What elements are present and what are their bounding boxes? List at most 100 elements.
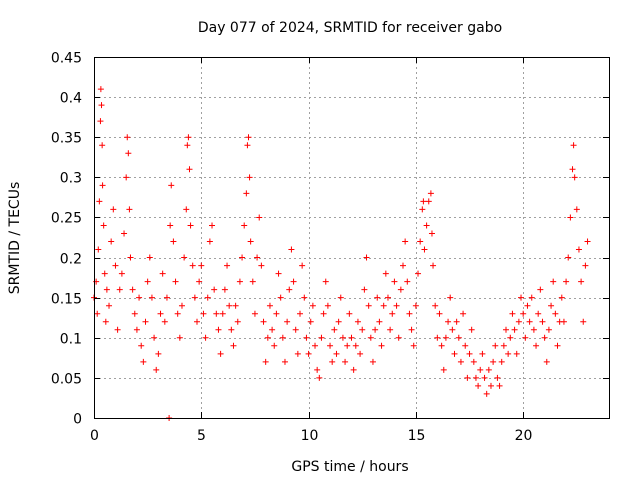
data-point bbox=[241, 222, 248, 229]
data-point bbox=[211, 286, 218, 293]
data-points bbox=[91, 86, 591, 421]
data-point bbox=[384, 294, 391, 301]
data-point bbox=[344, 342, 351, 349]
data-point bbox=[187, 222, 194, 229]
data-point bbox=[172, 278, 179, 285]
data-point bbox=[273, 310, 280, 317]
data-point bbox=[136, 294, 143, 301]
data-point bbox=[453, 318, 460, 325]
data-point bbox=[442, 334, 449, 341]
data-point bbox=[114, 326, 121, 333]
data-point bbox=[500, 342, 507, 349]
data-point bbox=[312, 342, 319, 349]
data-point bbox=[297, 310, 303, 317]
data-point bbox=[552, 310, 559, 317]
data-point bbox=[507, 334, 514, 341]
data-point bbox=[307, 318, 314, 325]
data-point bbox=[108, 238, 115, 245]
data-point bbox=[432, 302, 439, 309]
data-point bbox=[545, 326, 552, 333]
data-point bbox=[496, 382, 503, 389]
data-point bbox=[361, 286, 368, 293]
data-point bbox=[509, 310, 516, 317]
data-point bbox=[400, 262, 406, 269]
y-tick-label: 0.3 bbox=[60, 171, 82, 187]
data-point bbox=[264, 334, 271, 341]
data-point bbox=[170, 238, 177, 245]
data-point bbox=[221, 286, 228, 293]
data-point bbox=[333, 350, 340, 357]
data-point bbox=[420, 198, 427, 205]
data-point bbox=[209, 222, 216, 229]
data-point bbox=[455, 334, 462, 341]
data-point bbox=[303, 334, 310, 341]
data-point bbox=[159, 270, 166, 277]
data-point bbox=[477, 366, 484, 373]
data-point bbox=[535, 310, 542, 317]
data-point bbox=[539, 318, 546, 325]
data-point bbox=[483, 390, 490, 397]
data-point bbox=[106, 302, 113, 309]
data-point bbox=[369, 358, 376, 365]
x-tick-label: 10 bbox=[301, 428, 319, 444]
data-point bbox=[185, 134, 192, 141]
data-point bbox=[200, 310, 207, 317]
data-point bbox=[123, 174, 130, 181]
y-tick-label: 0 bbox=[73, 412, 82, 428]
data-point bbox=[277, 294, 284, 301]
data-point bbox=[391, 278, 398, 285]
data-point bbox=[131, 310, 138, 317]
data-point bbox=[138, 342, 145, 349]
data-point bbox=[479, 350, 486, 357]
y-tick-labels: 0 0.05 0.1 0.15 0.2 0.25 0.3 0.35 0.4 0.45 bbox=[51, 51, 82, 428]
data-point bbox=[337, 294, 344, 301]
data-point bbox=[430, 262, 437, 269]
data-point bbox=[466, 350, 473, 357]
data-point bbox=[198, 262, 205, 269]
data-point bbox=[451, 350, 458, 357]
data-point bbox=[153, 366, 160, 373]
data-point bbox=[393, 302, 400, 309]
data-point bbox=[417, 238, 424, 245]
y-tick-label: 0.2 bbox=[60, 252, 82, 268]
data-point bbox=[352, 342, 359, 349]
data-point bbox=[387, 326, 394, 333]
data-point bbox=[245, 134, 252, 141]
data-point bbox=[281, 358, 288, 365]
data-point bbox=[569, 166, 576, 173]
data-point bbox=[275, 270, 282, 277]
data-point bbox=[438, 342, 445, 349]
data-point bbox=[462, 342, 469, 349]
data-point bbox=[224, 262, 231, 269]
data-point bbox=[560, 318, 567, 325]
data-point bbox=[230, 342, 237, 349]
data-point bbox=[129, 286, 136, 293]
x-axis-title: GPS time / hours bbox=[291, 459, 408, 475]
data-point bbox=[503, 326, 509, 333]
data-point bbox=[167, 222, 174, 229]
data-point bbox=[146, 254, 153, 261]
data-point bbox=[206, 238, 213, 245]
data-point bbox=[434, 334, 441, 341]
data-point bbox=[374, 294, 381, 301]
data-point bbox=[515, 318, 522, 325]
data-point bbox=[376, 318, 383, 325]
data-point bbox=[176, 334, 183, 341]
data-point bbox=[247, 238, 254, 245]
x-tick-labels: 0 5 10 15 20 bbox=[90, 428, 532, 444]
data-point bbox=[357, 350, 364, 357]
data-point bbox=[524, 302, 531, 309]
data-point bbox=[423, 222, 430, 229]
data-point bbox=[168, 182, 175, 189]
data-point bbox=[246, 174, 253, 181]
data-point bbox=[96, 198, 103, 205]
data-point bbox=[359, 326, 366, 333]
data-point bbox=[573, 206, 580, 213]
data-point bbox=[530, 326, 537, 333]
y-tick-label: 0.05 bbox=[51, 372, 82, 388]
data-point bbox=[314, 366, 321, 373]
data-point bbox=[183, 206, 190, 213]
data-point bbox=[440, 366, 447, 373]
data-point bbox=[402, 238, 409, 245]
data-point bbox=[511, 326, 518, 333]
